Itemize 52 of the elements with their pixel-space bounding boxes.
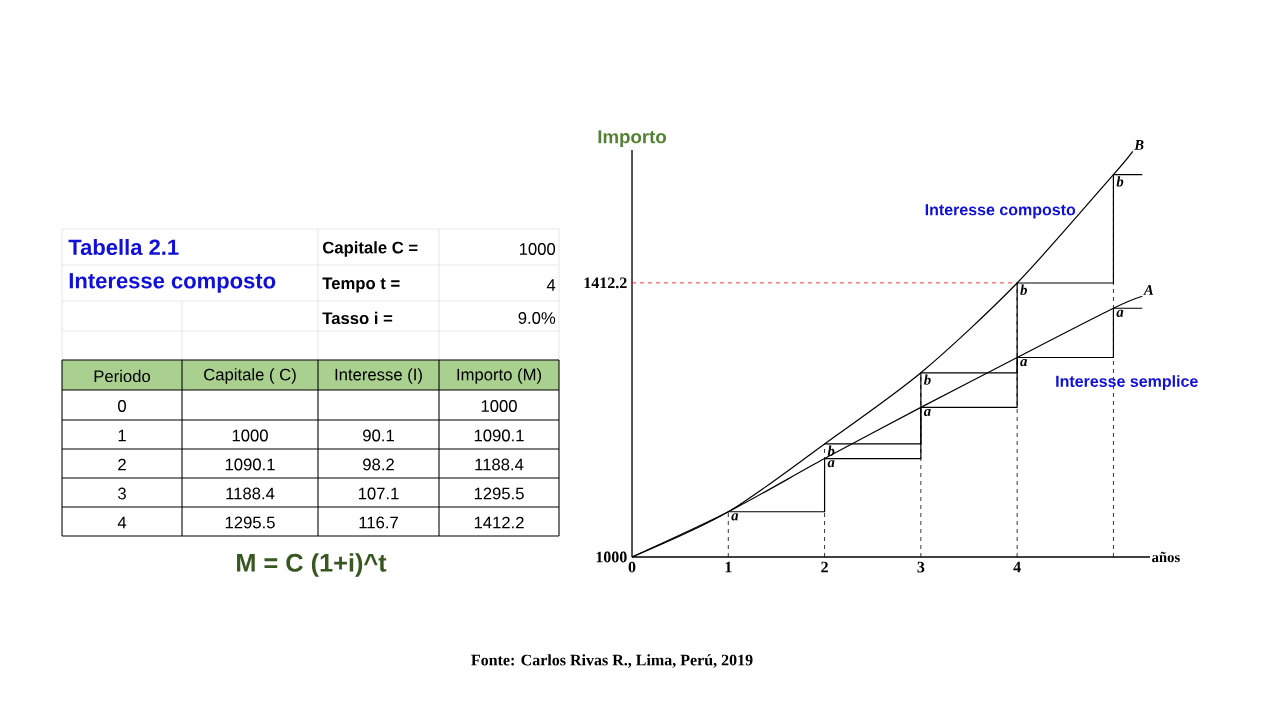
text: 90.1 [363, 429, 394, 442]
text: 4 [546, 279, 556, 291]
text: Periodo [94, 369, 151, 383]
annotation: a [827, 460, 835, 468]
x-tick-label: 0 [628, 561, 636, 573]
text: Capitale C = [322, 241, 418, 257]
text: 1412.2 [474, 516, 524, 529]
annotation: b [1116, 176, 1124, 187]
annotation: b [827, 445, 835, 456]
text: 98.2 [363, 458, 394, 471]
text: 1295.5 [474, 487, 524, 500]
text: 9.0% [518, 312, 556, 324]
text: 4 [117, 516, 127, 529]
annotation: a [731, 513, 739, 521]
x-tick-label: 4 [1013, 561, 1021, 573]
text: 1188.4 [226, 487, 275, 500]
text: Tabella 2.1 [68, 238, 179, 256]
text: M = C (1+i)^t [237, 553, 387, 577]
text: Capitale ( C) [204, 368, 296, 384]
x-tick-label: 3 [917, 561, 925, 573]
text: Interesse (I) [335, 368, 422, 384]
text: Interesse semplice [1056, 375, 1198, 391]
text: Tempo t = [322, 277, 400, 293]
text: 2 [118, 458, 126, 471]
text: Tasso i = [322, 311, 393, 325]
x-axis-title: años [1152, 551, 1180, 563]
x-tick-label: 2 [821, 561, 828, 573]
text: 1295.5 [225, 516, 275, 529]
text: 3 [118, 487, 126, 500]
text: B [1134, 140, 1144, 150]
annotation: A [1143, 285, 1154, 295]
annotation: b [1020, 284, 1027, 295]
text: 1000 [481, 400, 517, 412]
annotation: a [1116, 309, 1124, 317]
text: 1 [118, 429, 126, 442]
text: 0 [118, 400, 126, 412]
text: 107.1 [358, 487, 399, 500]
text: 1188.4 [475, 458, 524, 471]
text: 1000 [232, 429, 268, 442]
y-axis-title: Importo [598, 130, 667, 148]
text: 1090.1 [474, 429, 524, 442]
text: 1000 [519, 243, 556, 255]
text: Importo (M) [457, 368, 542, 384]
text: Interesse composto [69, 273, 276, 293]
annotation: a [1020, 359, 1028, 367]
annotation: a [923, 408, 931, 417]
series-label: Interesse composto [925, 204, 1076, 219]
annotation: b [923, 374, 931, 385]
x-tick-label: 1 [725, 561, 732, 573]
source-note: Fonte: Carlos Rivas R., Lima, Perú, 2019 [471, 654, 753, 668]
text: 1090.1 [225, 458, 275, 471]
text: 116.7 [359, 516, 398, 529]
